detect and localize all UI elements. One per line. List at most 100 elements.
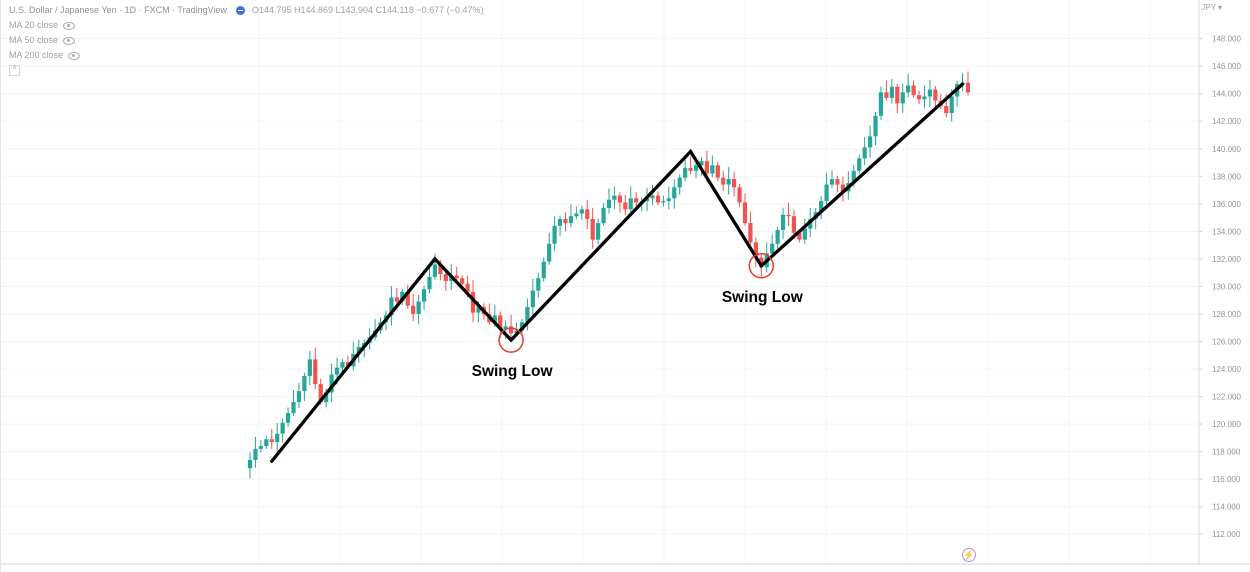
y-tick-label: 134.000	[1212, 227, 1241, 236]
candle-body-down	[563, 218, 568, 224]
candle-body-down	[737, 187, 742, 203]
indicator-label: MA 200 close	[9, 50, 64, 60]
candle-body-down	[753, 242, 758, 258]
symbol-title[interactable]: U.S. Dollar / Japanese Yen · 1D · FXCM ·…	[9, 5, 227, 15]
candle-body-up	[780, 214, 786, 230]
price-axis: 112.000 114.000 116.000 118.000 120.000 122.0…	[1199, 35, 1241, 539]
y-tick-label: 142.000	[1212, 117, 1241, 126]
candle-body-down	[944, 106, 949, 113]
indicator-ma20[interactable]: MA 20 close	[9, 18, 483, 33]
flash-icon[interactable]: ⚡	[962, 548, 976, 562]
candle-body-up	[389, 297, 394, 316]
y-tick-label: 118.000	[1212, 448, 1241, 457]
y-tick-label: 138.000	[1212, 172, 1241, 181]
trend-zigzag-line	[270, 82, 965, 463]
candle-body-down	[394, 297, 399, 302]
candle-body-up	[775, 230, 780, 244]
candle-body-up	[699, 161, 704, 166]
indicator-ma200[interactable]: MA 200 close	[9, 48, 483, 63]
candle-body-down	[742, 202, 748, 224]
candle-body-down	[438, 264, 443, 275]
candle-body-up	[574, 213, 579, 217]
candle-body-up	[280, 422, 285, 434]
candle-body-up	[432, 264, 438, 277]
candle-body-up	[329, 374, 334, 393]
candle-body-up	[568, 216, 574, 224]
candle-body-up	[851, 170, 856, 184]
y-tick-label: 146.000	[1212, 62, 1241, 71]
candle-body-up	[878, 92, 884, 116]
indicator-label: MA 50 close	[9, 35, 59, 45]
candle-body-up	[530, 290, 535, 308]
candle-body-up	[427, 276, 432, 290]
candle-body-up	[340, 362, 345, 368]
swing-low-label: Swing Low	[472, 363, 554, 380]
candle-body-down	[688, 168, 693, 171]
candle-body-up	[889, 86, 894, 98]
candle-body-down	[460, 278, 465, 284]
candle-body-up	[819, 201, 824, 213]
indicator-label: MA 20 close	[9, 20, 59, 30]
candle-body-up	[628, 198, 633, 210]
candle-body-up	[873, 115, 878, 137]
candle-body-up	[253, 448, 258, 460]
candle-body-down	[791, 216, 797, 233]
candle-body-down	[933, 89, 938, 101]
candle-body-up	[677, 177, 682, 188]
candle-body-up	[264, 439, 269, 447]
y-tick-label: 148.000	[1212, 35, 1241, 44]
candle-body-down	[884, 92, 889, 98]
candle-body-down	[786, 214, 791, 217]
y-tick-label: 130.000	[1212, 282, 1241, 291]
candle-body-down	[911, 85, 916, 96]
collapse-legend-icon[interactable]: ^	[9, 65, 20, 76]
indicator-ma50[interactable]: MA 50 close	[9, 33, 483, 48]
y-tick-label: 114.000	[1212, 503, 1241, 512]
y-tick-label: 140.000	[1212, 145, 1241, 154]
eye-icon[interactable]	[68, 51, 81, 60]
candle-body-down	[465, 283, 470, 292]
candle-body-down	[835, 179, 840, 185]
candle-body-up	[552, 225, 557, 244]
candle-body-up	[503, 326, 508, 330]
candle-body-down	[655, 195, 661, 203]
y-tick-label: 116.000	[1212, 475, 1241, 484]
candle-body-up	[547, 243, 552, 262]
candle-body-up	[275, 433, 280, 442]
legend-collapse-row: ^	[9, 63, 483, 76]
candle-body-up	[770, 243, 775, 254]
swing-low-circle	[748, 253, 775, 279]
candle-body-down	[470, 291, 476, 313]
candle-body-up	[606, 199, 612, 208]
candle-body-down	[748, 223, 753, 243]
candle-body-up	[416, 301, 421, 314]
candle-body-up	[867, 136, 873, 148]
candle-body-up	[302, 375, 307, 392]
y-tick-label: 124.000	[1212, 365, 1241, 374]
y-tick-label: 112.000	[1212, 530, 1241, 539]
candle-body-down	[498, 315, 503, 330]
candle-body-up	[356, 347, 361, 354]
candle-body-up	[258, 446, 263, 449]
swing-low-label: Swing Low	[722, 289, 804, 306]
candle-body-up	[525, 307, 530, 323]
candle-body-down	[623, 202, 628, 210]
eye-icon[interactable]	[63, 21, 76, 30]
candle-body-down	[590, 218, 595, 240]
candle-body-up	[802, 228, 807, 240]
candle-body-down	[454, 275, 459, 279]
candle-body-up	[683, 168, 688, 178]
candle-body-up	[476, 307, 481, 313]
candle-body-up	[612, 195, 617, 200]
candle-body-up	[291, 402, 296, 414]
candle-body-up	[514, 330, 519, 334]
y-tick-label: 132.000	[1212, 255, 1241, 264]
currency-selector[interactable]: JPY ▾	[1201, 3, 1222, 12]
candle-body-down	[895, 86, 900, 104]
eye-icon[interactable]	[63, 36, 76, 45]
y-tick-label: 136.000	[1212, 200, 1241, 209]
candle-body-up	[296, 391, 302, 403]
candle-body-down	[585, 209, 590, 219]
